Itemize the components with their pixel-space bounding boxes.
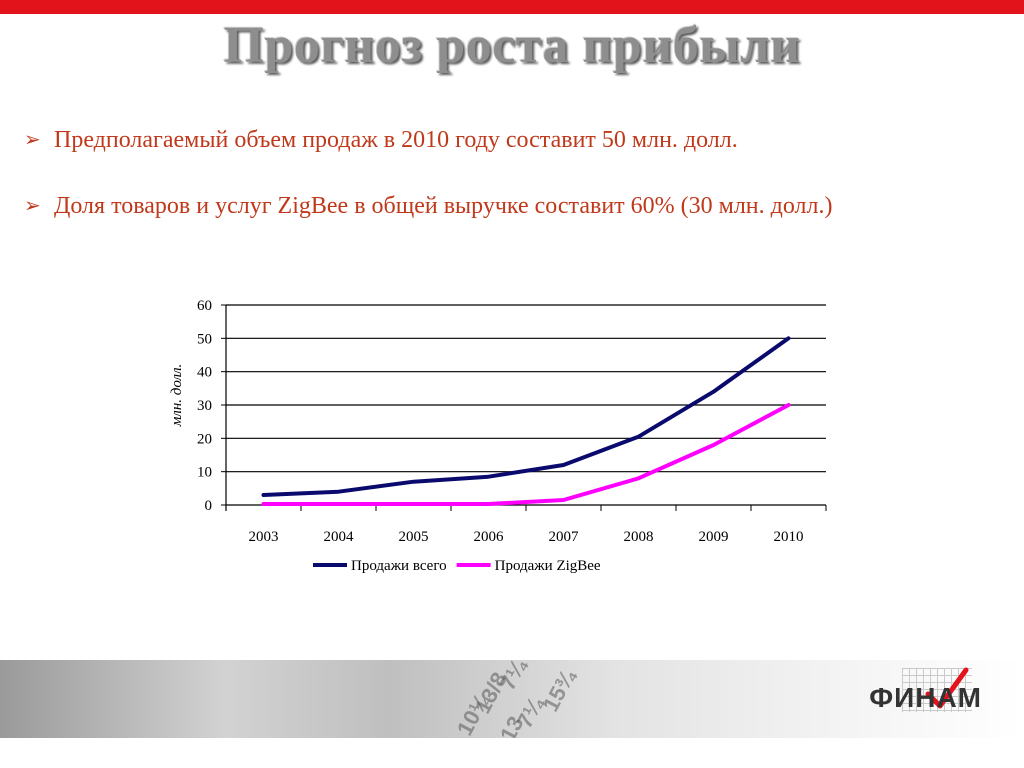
bullet-item: ➢ Предполагаемый объем продаж в 2010 год… [24,122,1018,158]
y-tick-label: 0 [205,498,213,514]
y-tick-label: 20 [197,431,212,447]
y-tick-label: 60 [197,298,212,314]
x-tick-label: 2010 [774,529,804,545]
y-tick-label: 30 [197,398,212,414]
sales-chart: 0 10 20 30 40 50 60 2003 2004 2005 2006 2007 2008 200… [150,290,850,590]
x-tick-label: 2004 [324,529,355,545]
bullet-list: ➢ Предполагаемый объем продаж в 2010 год… [24,122,1018,224]
y-tick-label: 10 [197,465,212,481]
x-tick-label: 2007 [549,529,580,545]
y-tick-label: 40 [197,365,212,381]
red-check-icon [925,667,969,709]
sales-chart-svg: 0 10 20 30 40 50 60 2003 2004 2005 2006 2007 2008 200… [169,298,827,574]
arrow-bullet-icon: ➢ [24,195,41,217]
x-tick-label: 2008 [624,529,654,545]
legend-label: Продажи всего [351,558,447,574]
top-accent-bar [0,0,1024,14]
bullet-text: Предполагаемый объем продаж в 2010 году … [54,127,738,153]
x-tick-label: 2006 [474,529,505,545]
legend-label: Продажи ZigBee [495,558,601,574]
x-tick-label: 2003 [249,529,279,545]
arrow-bullet-icon: ➢ [24,129,41,151]
footer-banner: 7¼ 13/8 10¼ 15¾ 7¼ 13 ФИНАМ [0,660,1024,738]
footer-bottom-strip [0,738,1024,768]
y-tick-label: 50 [197,331,212,347]
bullet-text: Доля товаров и услуг ZigBee в общей выру… [54,193,833,219]
slide-title: Прогноз роста прибыли [223,17,801,74]
series-line [261,336,791,497]
y-axis-label: млн. долл. [169,364,185,428]
x-tick-label: 2009 [699,529,729,545]
series-line [261,403,791,506]
bullet-item: ➢ Доля товаров и услуг ZigBee в общей вы… [24,188,1018,224]
finam-logo: ФИНАМ [869,682,982,713]
x-tick-label: 2005 [399,529,429,545]
